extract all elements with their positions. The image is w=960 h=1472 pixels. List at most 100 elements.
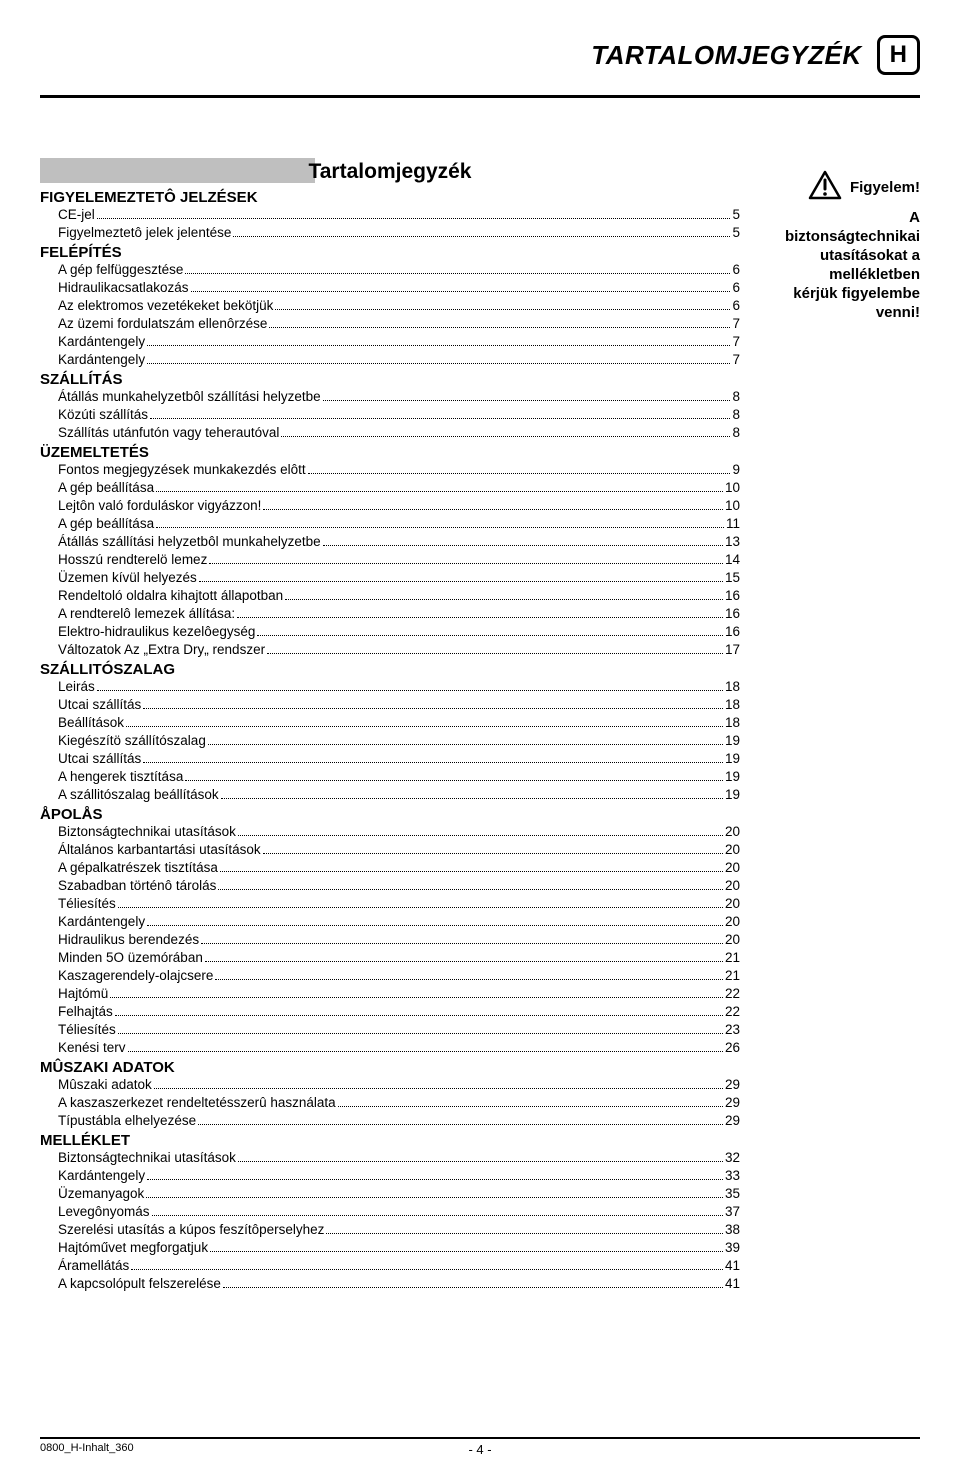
toc-page: 38: [725, 1221, 740, 1239]
toc-label: Levegônyomás: [58, 1203, 150, 1221]
toc-page: 8: [732, 406, 740, 424]
toc-page: 37: [725, 1203, 740, 1221]
toc-label: A gép beállítása: [58, 479, 154, 497]
attention-label: Figyelem!: [850, 179, 920, 196]
toc-entry: Kardántengely33: [40, 1167, 740, 1185]
toc-dots: [128, 1051, 723, 1052]
toc-label: Szerelési utasítás a kúpos feszítôpersel…: [58, 1221, 324, 1239]
toc-page: 10: [725, 479, 740, 497]
toc-dots: [143, 762, 723, 763]
toc-label: Üzemen kívül helyezés: [58, 569, 197, 587]
toc-label: Téliesítés: [58, 1021, 116, 1039]
toc-page: 8: [732, 388, 740, 406]
toc-entry: Kenési terv26: [40, 1039, 740, 1057]
toc-label: Utcai szállítás: [58, 696, 141, 714]
toc-page: 18: [725, 678, 740, 696]
section-title: MELLÉKLET: [40, 1132, 740, 1149]
sidebar-line: kérjük figyelembe: [765, 284, 920, 303]
toc-label: Átállás szállítási helyzetbôl munkahelyz…: [58, 533, 321, 551]
sidebar-line: mellékletben: [765, 265, 920, 284]
toc-page: 20: [725, 895, 740, 913]
toc-entry: Az üzemi fordulatszám ellenôrzése 7: [40, 315, 740, 333]
toc-entry: A rendterelô lemezek állítása:16: [40, 605, 740, 623]
toc-page: 16: [725, 623, 740, 641]
toc-dots: [208, 744, 723, 745]
toc-label: Hajtómü: [58, 985, 108, 1003]
toc-label: Kenési terv: [58, 1039, 126, 1057]
toc-dots: [147, 345, 730, 346]
toc-page: 35: [725, 1185, 740, 1203]
toc-page: 11: [726, 515, 740, 533]
toc-label: Hidraulikacsatlakozás: [58, 279, 189, 297]
toc-page: 20: [725, 931, 740, 949]
toc-page: 15: [725, 569, 740, 587]
toc-page: 19: [725, 786, 740, 804]
toc-entry: Üzemanyagok 35: [40, 1185, 740, 1203]
toc-page: 29: [725, 1094, 740, 1112]
toc-page: 22: [725, 985, 740, 1003]
main-content: Tartalomjegyzék FIGYELEMEZTETÔ JELZÉSEKC…: [0, 98, 960, 1313]
toc-entry: Biztonságtechnikai utasítások32: [40, 1149, 740, 1167]
toc-dots: [185, 780, 723, 781]
toc-label: Minden 5O üzemórában: [58, 949, 203, 967]
toc-label: Változatok Az „Extra Dry„ rendszer: [58, 641, 265, 659]
toc-label: Leirás: [58, 678, 95, 696]
toc-page: 19: [725, 750, 740, 768]
language-badge: H: [877, 35, 920, 75]
toc-dots: [118, 907, 723, 908]
warning-icon: [808, 170, 842, 205]
toc-page: 20: [725, 859, 740, 877]
toc-entry: A kapcsolópult felszerelése41: [40, 1275, 740, 1293]
toc-page: 5: [732, 224, 740, 242]
toc-body: FIGYELEMEZTETÔ JELZÉSEKCE-jel5Figyelmezt…: [40, 189, 740, 1293]
toc-page: 23: [725, 1021, 740, 1039]
toc-entry: Figyelmeztetô jelek jelentése5: [40, 224, 740, 242]
toc-label: Téliesítés: [58, 895, 116, 913]
toc-page: 41: [725, 1275, 740, 1293]
toc-dots: [156, 527, 724, 528]
toc-entry: Hidraulikus berendezés20: [40, 931, 740, 949]
section-title: ÅPOLÅS: [40, 806, 740, 823]
toc-entry: Szabadban történô tárolás20: [40, 877, 740, 895]
toc-entry: Téliesítés 23: [40, 1021, 740, 1039]
toc-dots: [110, 997, 723, 998]
section-title: ÜZEMELTETÉS: [40, 444, 740, 461]
toc-page: 22: [725, 1003, 740, 1021]
toc-title: Tartalomjegyzék: [40, 160, 740, 184]
toc-label: Üzemanyagok: [58, 1185, 144, 1203]
toc-label: Biztonságtechnikai utasítások: [58, 823, 236, 841]
toc-dots: [238, 1161, 723, 1162]
toc-label: Az üzemi fordulatszám ellenôrzése: [58, 315, 267, 333]
toc-dots: [147, 363, 730, 364]
toc-dots: [205, 961, 723, 962]
toc-label: Áramellátás: [58, 1257, 129, 1275]
toc-page: 29: [725, 1076, 740, 1094]
toc-label: Biztonságtechnikai utasítások: [58, 1149, 236, 1167]
toc-page: 18: [725, 714, 740, 732]
toc-dots: [156, 491, 723, 492]
toc-entry: Közúti szállítás8: [40, 406, 740, 424]
page-header: TARTALOMJEGYZÉK H: [0, 0, 960, 85]
toc-dots: [150, 418, 730, 419]
toc-entry: Leirás 18: [40, 678, 740, 696]
toc-entry: Típustábla elhelyezése29: [40, 1112, 740, 1130]
toc-entry: CE-jel5: [40, 206, 740, 224]
toc-page: 29: [725, 1112, 740, 1130]
toc-dots: [275, 309, 730, 310]
toc-dots: [218, 889, 723, 890]
toc-entry: Kiegészítö szállítószalag19: [40, 732, 740, 750]
toc-dots: [263, 853, 723, 854]
toc-entry: Kaszagerendely-olajcsere21: [40, 967, 740, 985]
toc-label: Kardántengely: [58, 333, 145, 351]
toc-label: A szállitószalag beállítások: [58, 786, 219, 804]
toc-dots: [131, 1269, 723, 1270]
section-title: SZÁLLITÓSZALAG: [40, 661, 740, 678]
toc-dots: [126, 726, 723, 727]
toc-entry: Elektro-hidraulikus kezelôegység16: [40, 623, 740, 641]
toc-label: Átállás munkahelyzetbôl szállítási helyz…: [58, 388, 321, 406]
toc-label: Szabadban történô tárolás: [58, 877, 216, 895]
toc-page: 21: [725, 967, 740, 985]
toc-entry: Biztonságtechnikai utasítások20: [40, 823, 740, 841]
sidebar-line: utasításokat a: [765, 246, 920, 265]
toc-label: Kiegészítö szállítószalag: [58, 732, 206, 750]
